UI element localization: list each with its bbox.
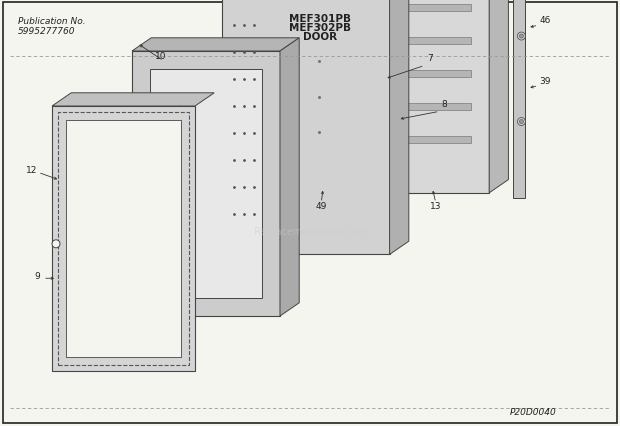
Text: MEF302PB: MEF302PB [289, 23, 351, 33]
Circle shape [520, 35, 523, 39]
Polygon shape [280, 39, 299, 316]
Polygon shape [132, 52, 280, 316]
Polygon shape [346, 104, 471, 111]
Polygon shape [346, 137, 471, 144]
Polygon shape [513, 0, 525, 199]
Text: Publication No.: Publication No. [18, 17, 86, 26]
Text: 39: 39 [539, 77, 551, 86]
Text: ReplacementParts.com: ReplacementParts.com [254, 227, 366, 236]
Text: 12: 12 [26, 166, 38, 175]
Polygon shape [351, 159, 386, 173]
Text: 9: 9 [34, 272, 40, 281]
Polygon shape [132, 39, 299, 52]
Polygon shape [52, 94, 214, 107]
Polygon shape [66, 121, 181, 357]
Text: 49: 49 [316, 201, 327, 210]
Text: 13: 13 [430, 201, 441, 210]
Text: 8: 8 [441, 100, 448, 109]
Polygon shape [52, 107, 195, 371]
Circle shape [518, 118, 525, 126]
Polygon shape [346, 38, 471, 45]
Polygon shape [346, 71, 471, 78]
Text: 7: 7 [427, 54, 433, 63]
Text: 10: 10 [155, 52, 166, 60]
Text: 46: 46 [539, 16, 551, 25]
Polygon shape [221, 0, 389, 255]
Text: P20D0040: P20D0040 [510, 407, 557, 416]
Text: DOOR: DOOR [303, 32, 337, 42]
Circle shape [520, 120, 523, 124]
Polygon shape [389, 0, 409, 255]
Circle shape [518, 33, 525, 41]
Polygon shape [150, 70, 262, 298]
Polygon shape [489, 0, 508, 193]
Polygon shape [311, 0, 489, 193]
Text: MEF301PB: MEF301PB [289, 14, 351, 24]
Polygon shape [346, 5, 471, 12]
Text: 5995277760: 5995277760 [18, 27, 76, 36]
Circle shape [52, 240, 60, 248]
